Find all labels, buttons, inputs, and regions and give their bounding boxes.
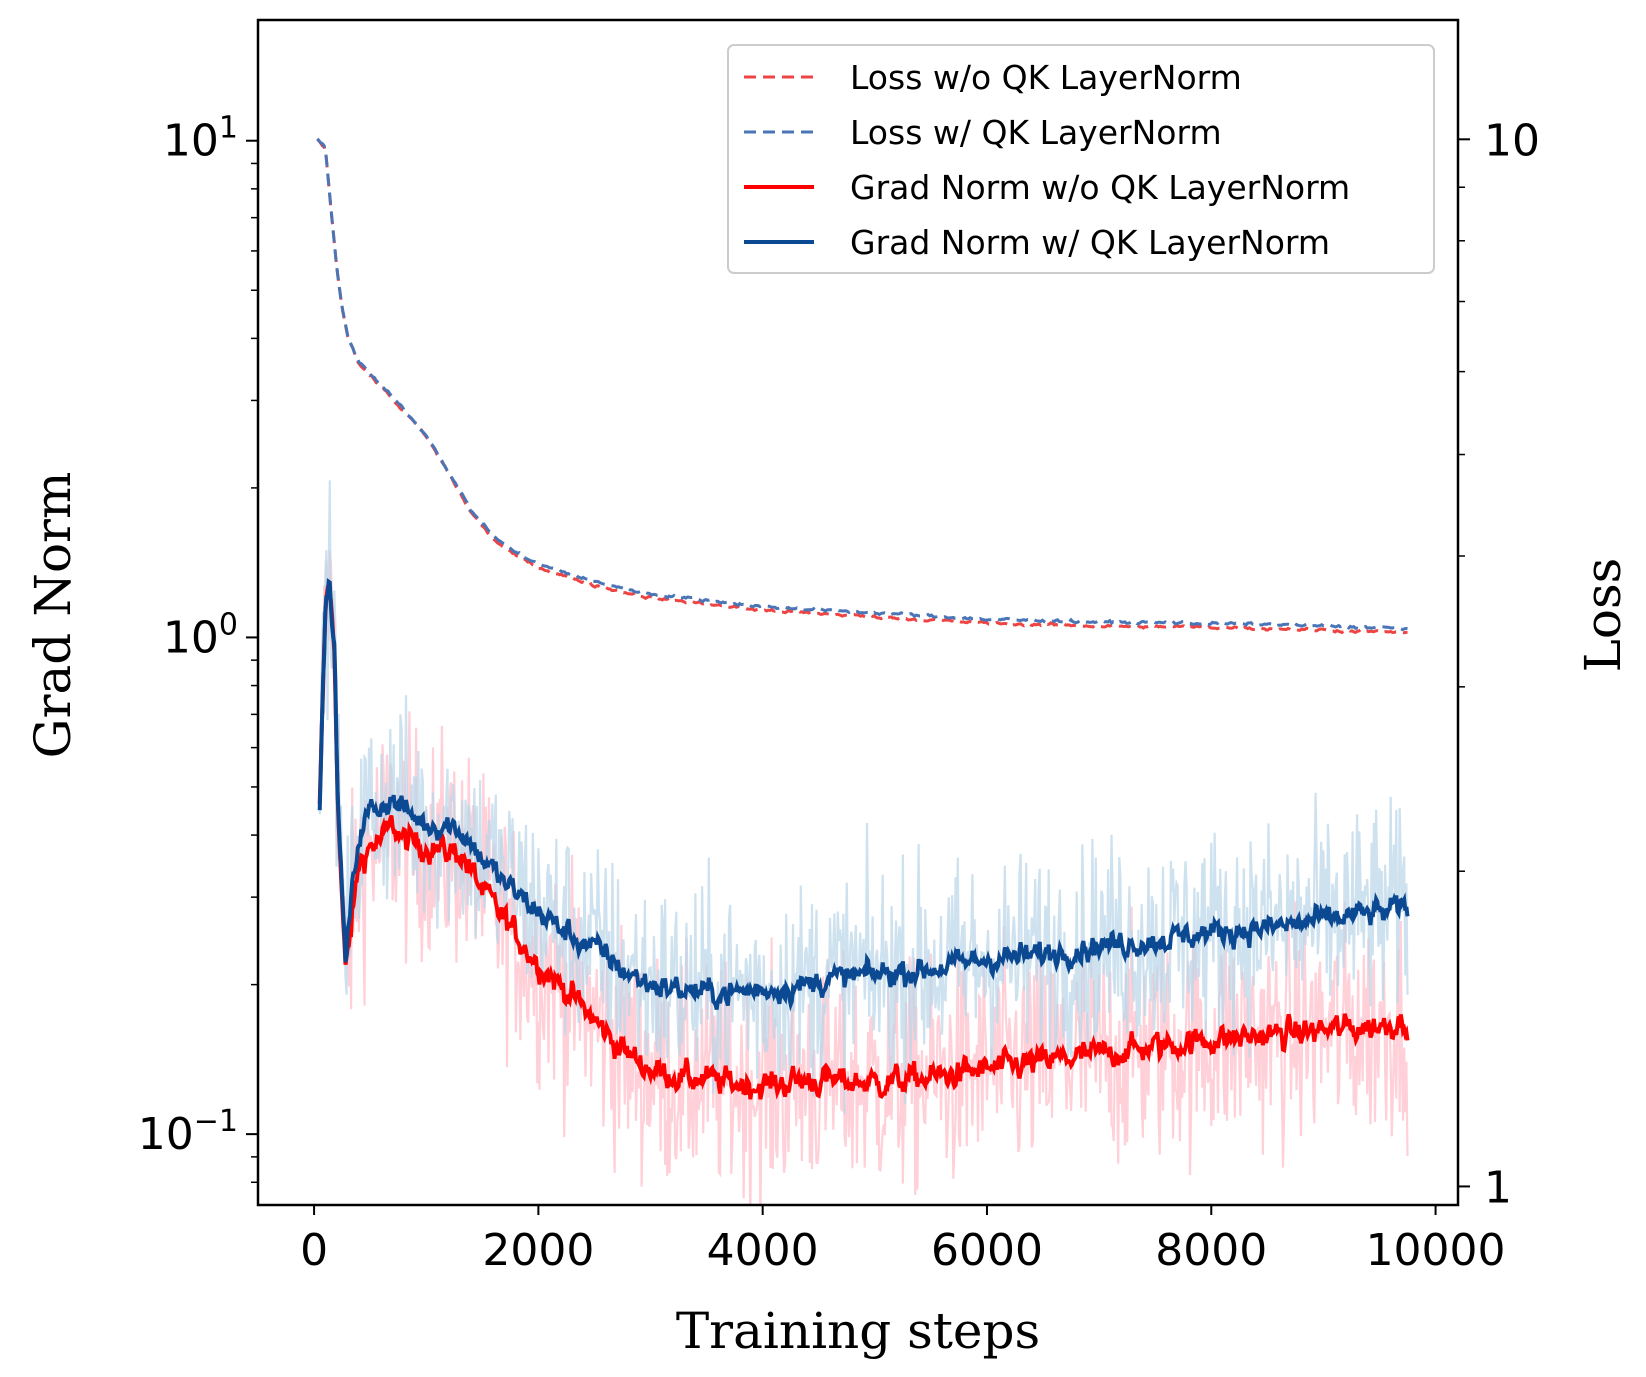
left-tick-label: 100 <box>163 607 238 663</box>
left-axis-title: Grad Norm <box>24 472 82 759</box>
legend-frame <box>727 44 1435 274</box>
x-axis-title: Training steps <box>676 1302 1040 1360</box>
left-tick-label: 10−1 <box>138 1104 238 1160</box>
series-line-loss-w-o-qk-layernorm <box>316 138 1408 635</box>
legend-label: Loss w/ QK LayerNorm <box>850 113 1222 152</box>
legend: Loss w/o QK LayerNorm Loss w/ QK LayerNor… <box>727 44 1435 274</box>
right-axis-title: Loss <box>1574 558 1632 673</box>
series-lines-layer <box>316 137 1410 1100</box>
x-tick-label: 8000 <box>1155 1225 1267 1276</box>
raw-line-grad-norm-w-qk-layernorm <box>318 480 1409 1115</box>
x-tick-label: 10000 <box>1366 1225 1506 1276</box>
x-tick-label: 2000 <box>482 1225 594 1276</box>
plot-frame <box>256 18 1460 1207</box>
x-tick-label: 4000 <box>707 1225 819 1276</box>
right-tick-label: 1 <box>1484 1162 1512 1213</box>
x-tick-label: 0 <box>300 1225 328 1276</box>
right-tick-label: 10 <box>1484 115 1540 166</box>
series-line-grad-norm-w-o-qk-layernorm <box>317 582 1410 1100</box>
series-line-loss-w-qk-layernorm <box>316 137 1408 632</box>
legend-label: Grad Norm w/ QK LayerNorm <box>850 223 1330 262</box>
left-tick-label: 101 <box>163 111 238 167</box>
raw-grad-norm-layer <box>318 480 1409 1205</box>
x-tick-label: 6000 <box>931 1225 1043 1276</box>
legend-label: Grad Norm w/o QK LayerNorm <box>850 168 1350 207</box>
series-line-grad-norm-w-qk-layernorm <box>317 577 1410 1012</box>
legend-label: Loss w/o QK LayerNorm <box>850 58 1242 97</box>
